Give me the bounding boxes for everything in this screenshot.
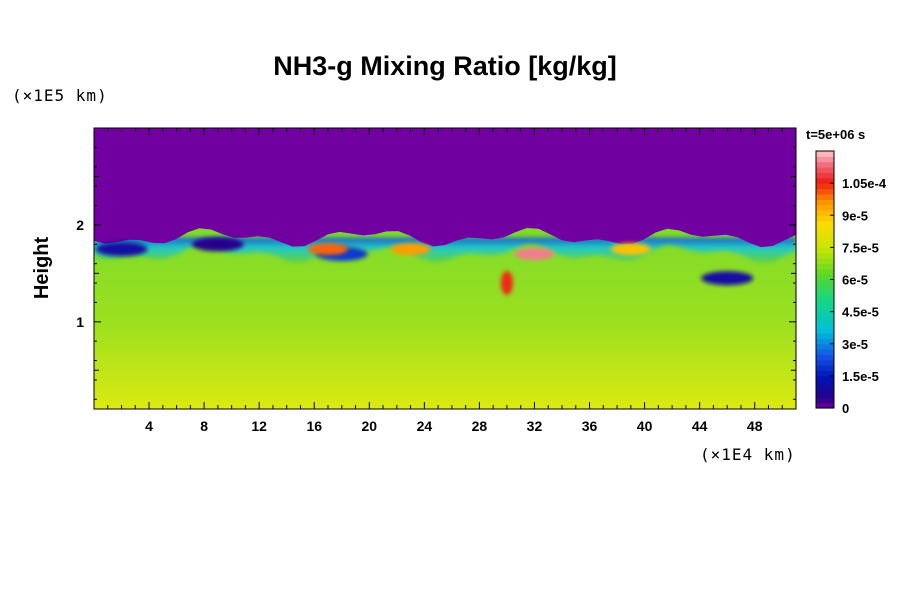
colorbar-tick-label: 1.5e-5 xyxy=(842,369,879,384)
x-tick-label: 28 xyxy=(472,418,488,434)
colorbar-band xyxy=(816,381,834,388)
colorbar-band xyxy=(816,359,834,366)
colorbar-band xyxy=(816,349,834,356)
colorbar-band xyxy=(816,338,834,345)
x-ticks: 4 8 12 16 20 24 28 32 36 40 44 48 xyxy=(107,128,797,434)
colorbar-tick-label: 4.5e-5 xyxy=(842,305,879,320)
colorbar-band xyxy=(816,343,834,350)
x-tick-label: 40 xyxy=(637,418,653,434)
enriched-eddy xyxy=(390,243,431,256)
y-tick-label: 2 xyxy=(76,217,84,233)
colorbar-band xyxy=(816,252,834,259)
colorbar-band xyxy=(816,247,834,254)
colorbar-band xyxy=(816,172,834,179)
colorbar-tick-label: 0 xyxy=(842,401,849,416)
colorbar-band xyxy=(816,220,834,227)
colorbar-band xyxy=(816,333,834,339)
colorbar-band xyxy=(816,268,834,275)
time-label: t=5e+06 s xyxy=(806,127,865,142)
colorbar-band xyxy=(816,193,834,200)
colorbar-band xyxy=(816,316,834,323)
upper-layer xyxy=(94,128,796,248)
colorbar-band xyxy=(816,402,834,409)
colorbar-tick-label: 9e-5 xyxy=(842,208,868,223)
chart-title: NH3-g Mixing Ratio [kg/kg] xyxy=(273,51,617,81)
colorbar-band xyxy=(816,391,834,398)
colorbar-band xyxy=(816,231,834,238)
x-tick-label: 44 xyxy=(692,418,708,434)
y-axis-label: Height xyxy=(31,237,53,300)
depleted-eddy xyxy=(191,237,244,252)
colorbar-band xyxy=(816,263,834,270)
colorbar-tick-label: 3e-5 xyxy=(842,337,868,352)
colorbar-band xyxy=(816,242,834,248)
depleted-eddy xyxy=(701,271,754,286)
colorbar-tick-label: 6e-5 xyxy=(842,273,868,288)
colorbar-band xyxy=(816,188,834,195)
colorbar-band xyxy=(816,322,834,329)
x-tick-label: 16 xyxy=(306,418,322,434)
colorbar-band xyxy=(816,156,834,163)
x-tick-label: 8 xyxy=(200,418,208,434)
colorbar-band xyxy=(816,327,834,334)
colorbar-band xyxy=(816,258,834,265)
x-tick-label: 24 xyxy=(417,418,433,434)
colorbar-band xyxy=(816,199,834,206)
y-tick-label: 1 xyxy=(76,314,84,330)
x-tick-label: 36 xyxy=(582,418,598,434)
colorbar-band xyxy=(816,177,834,184)
plot-axes xyxy=(93,127,797,410)
colorbar-band xyxy=(816,225,834,232)
colorbar-tick-label: 7.5e-5 xyxy=(842,240,879,255)
depleted-eddy xyxy=(95,242,148,257)
colorbar-band xyxy=(816,386,834,393)
colorbar-band xyxy=(816,306,834,313)
colorbar-band xyxy=(816,236,834,243)
colorbar-band xyxy=(816,151,834,157)
x-tick-label: 4 xyxy=(145,418,153,434)
colorbar-band xyxy=(816,370,834,377)
enriched-eddy xyxy=(308,243,348,256)
colorbar-band xyxy=(816,183,834,190)
y-unit-label: (×1E5 km) xyxy=(12,86,108,105)
colorbar-band xyxy=(816,274,834,281)
colorbar-band xyxy=(816,161,834,168)
colorbar-band xyxy=(816,284,834,291)
x-tick-label: 32 xyxy=(527,418,543,434)
colorbar-band xyxy=(816,300,834,307)
colorbar-band xyxy=(816,354,834,361)
colorbar-band xyxy=(816,295,834,302)
colorbar-band xyxy=(816,365,834,372)
enriched-eddy xyxy=(514,247,555,260)
colorbar-band xyxy=(816,375,834,382)
colorbar-band xyxy=(816,167,834,174)
colorbar-band xyxy=(816,290,834,297)
colorbar-band xyxy=(816,311,834,318)
colorbar-band xyxy=(816,279,834,286)
x-unit-label: (×1E4 km) xyxy=(700,445,796,464)
heatmap-field xyxy=(94,128,796,409)
colorbar: 0 1.5e-5 3e-5 4.5e-5 6e-5 7.5e-5 9e-5 1.05e-4 xyxy=(815,150,887,416)
y-ticks: 12 xyxy=(76,146,796,400)
colorbar-band xyxy=(816,209,834,216)
x-tick-label: 12 xyxy=(251,418,267,434)
colorbar-band xyxy=(816,204,834,211)
colorbar-band xyxy=(816,397,834,404)
x-tick-label: 20 xyxy=(362,418,378,434)
enriched-eddy xyxy=(500,271,513,296)
enriched-eddy xyxy=(610,243,651,256)
x-tick-label: 48 xyxy=(747,418,763,434)
colorbar-tick-label: 1.05e-4 xyxy=(842,176,887,191)
colorbar-band xyxy=(816,215,834,222)
plot-frame xyxy=(93,127,797,410)
